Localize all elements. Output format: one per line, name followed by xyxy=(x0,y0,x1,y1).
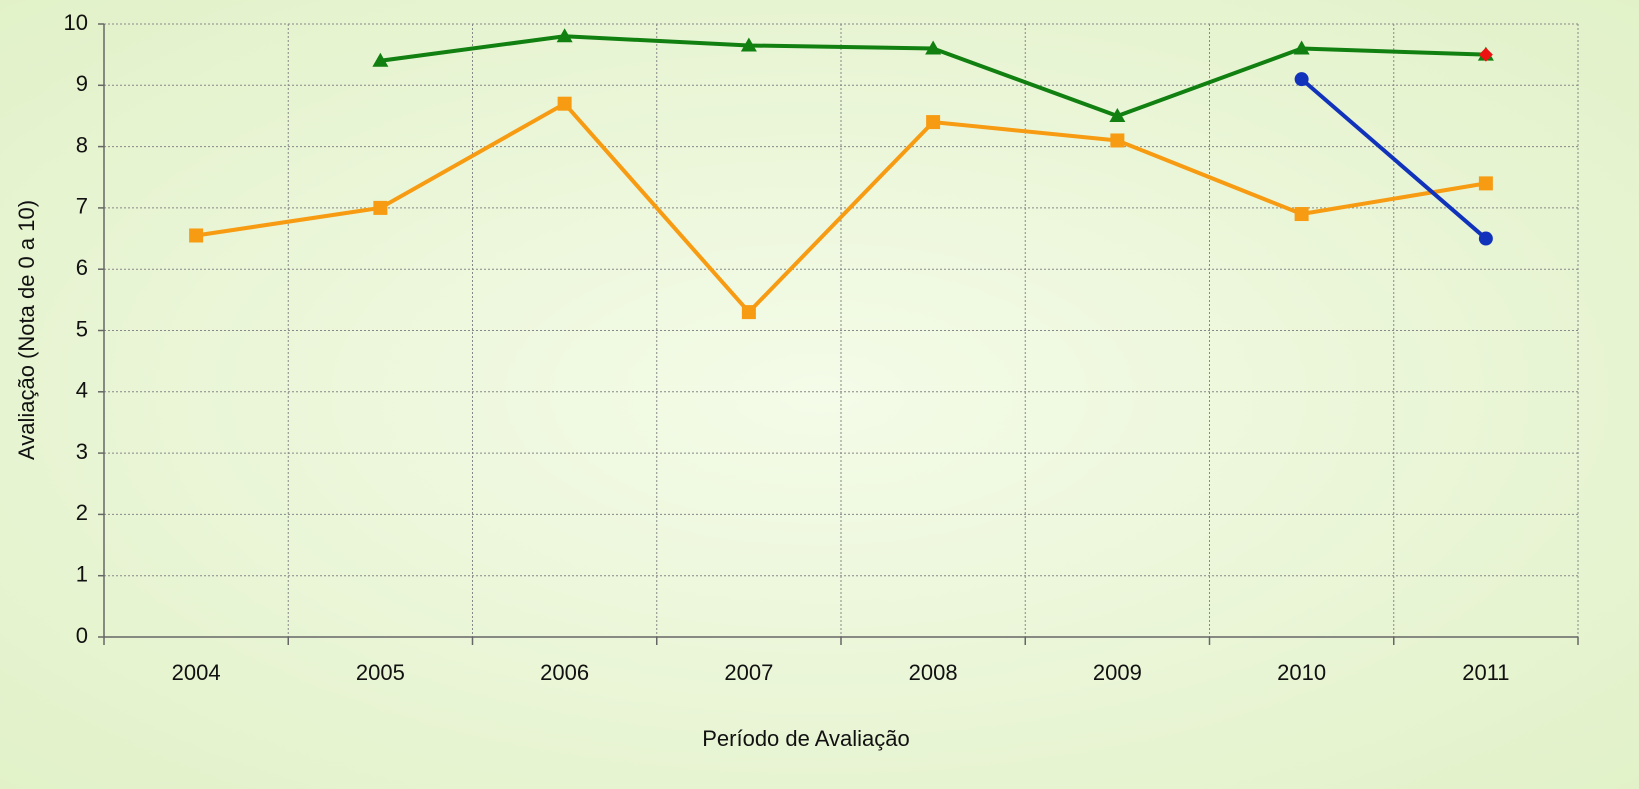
marker xyxy=(740,37,757,52)
y-tick-label: 3 xyxy=(76,439,88,464)
marker xyxy=(1294,72,1309,87)
x-tick-label: 2004 xyxy=(172,660,221,685)
y-tick-label: 6 xyxy=(76,255,88,280)
marker xyxy=(1110,133,1125,148)
marker xyxy=(556,28,573,43)
marker xyxy=(372,52,389,67)
x-tick-label: 2005 xyxy=(356,660,405,685)
y-tick-label: 10 xyxy=(64,10,88,35)
marker xyxy=(557,96,572,111)
y-tick-label: 4 xyxy=(76,378,88,403)
y-tick-label: 9 xyxy=(76,71,88,96)
x-tick-label: 2006 xyxy=(540,660,589,685)
marker xyxy=(1478,231,1493,246)
marker xyxy=(189,228,204,243)
marker xyxy=(1109,107,1126,122)
x-axis-title: Período de Avaliação xyxy=(702,726,910,751)
y-tick-label: 2 xyxy=(76,500,88,525)
y-tick-label: 7 xyxy=(76,194,88,219)
y-tick-label: 8 xyxy=(76,132,88,157)
x-tick-label: 2010 xyxy=(1277,660,1326,685)
y-tick-label: 1 xyxy=(76,562,88,587)
marker xyxy=(1294,207,1309,222)
marker xyxy=(1478,47,1493,62)
marker xyxy=(1478,176,1493,191)
x-tick-label: 2011 xyxy=(1462,660,1509,685)
marker xyxy=(741,305,756,320)
marker xyxy=(373,200,388,215)
x-tick-label: 2007 xyxy=(724,660,773,685)
marker xyxy=(925,40,942,55)
x-tick-label: 2009 xyxy=(1093,660,1142,685)
series-line xyxy=(195,101,1487,315)
y-axis-title: Avaliação (Nota de 0 a 10) xyxy=(14,200,39,460)
marker xyxy=(1293,40,1310,55)
x-tick-label: 2008 xyxy=(909,660,958,685)
series-line xyxy=(1300,77,1488,241)
y-tick-label: 5 xyxy=(76,316,88,341)
marker xyxy=(926,115,941,130)
y-tick-label: 0 xyxy=(76,623,88,648)
